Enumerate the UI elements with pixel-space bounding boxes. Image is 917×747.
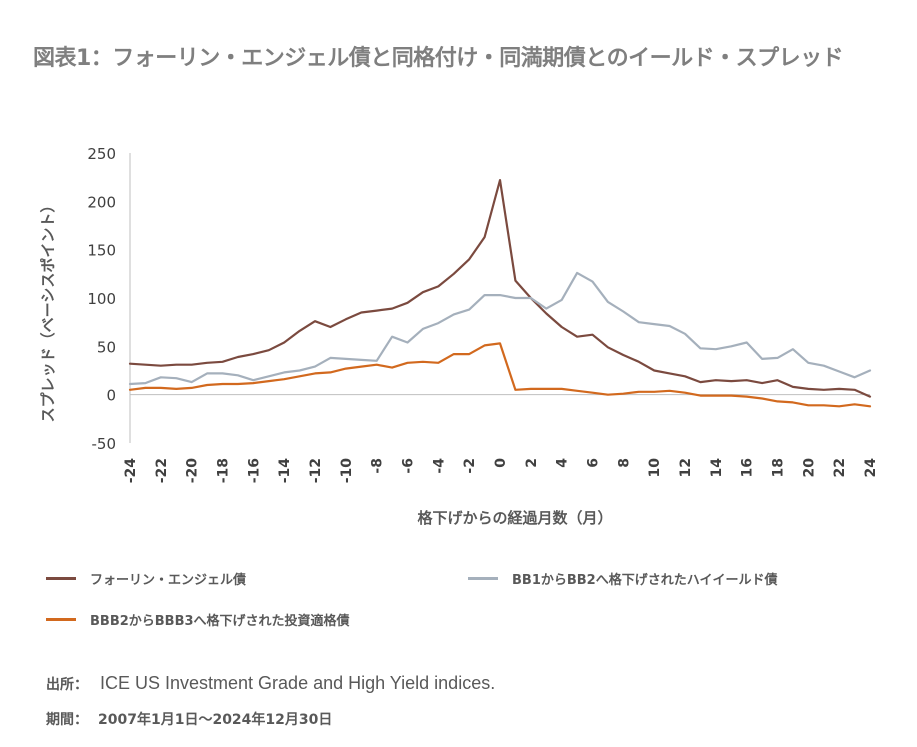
x-tick-label: -18 bbox=[216, 458, 232, 483]
series-bb-line bbox=[128, 271, 872, 386]
x-tick-label: 4 bbox=[555, 458, 571, 468]
x-tick-label: 0 bbox=[493, 458, 509, 468]
source-note: 出所： ICE US Investment Grade and High Yiel… bbox=[46, 673, 495, 694]
x-tick-label: -8 bbox=[370, 458, 386, 474]
legend-label-bbb: BBB2からBBB3へ格下げされた投資適格債 bbox=[90, 614, 350, 629]
y-tick-label: 100 bbox=[87, 290, 116, 308]
x-tick-label: 20 bbox=[801, 458, 817, 478]
source-value: ICE US Investment Grade and High Yield i… bbox=[100, 673, 496, 693]
legend-item-fallen-angel: フォーリン・エンジェル債 bbox=[46, 569, 246, 588]
legend-label-bb: BB1からBB2へ格下げされたハイイールド債 bbox=[512, 573, 778, 588]
x-tick-label: 12 bbox=[678, 458, 694, 477]
period-value: 2007年1月1日〜2024年12月30日 bbox=[98, 712, 333, 728]
x-tick-label: 16 bbox=[740, 458, 756, 477]
y-axis-title: スプレッド（ベーシスポイント） bbox=[39, 198, 57, 423]
period-note: 期間： 2007年1月1日〜2024年12月30日 bbox=[46, 709, 332, 729]
chart-title: 図表1：フォーリン・エンジェル債と同格付け・同満期債とのイールド・スプレッド bbox=[33, 46, 844, 71]
x-tick-label: -22 bbox=[154, 458, 170, 483]
y-tick-label: 50 bbox=[97, 338, 116, 356]
x-tick-label: 22 bbox=[832, 458, 848, 477]
x-axis-title: 格下げからの経過月数（月） bbox=[417, 509, 612, 527]
x-tick-label: -6 bbox=[401, 458, 417, 474]
y-tick-label: 200 bbox=[87, 193, 116, 211]
period-label: 期間： bbox=[46, 712, 88, 728]
x-tick-label: -10 bbox=[339, 458, 355, 484]
x-tick-label: 10 bbox=[647, 458, 663, 478]
x-tick-label: 8 bbox=[616, 458, 632, 468]
x-tick-label: 6 bbox=[586, 458, 602, 468]
x-tick-label: -20 bbox=[185, 458, 201, 484]
x-tick-label: 14 bbox=[709, 458, 725, 478]
x-tick-label: -16 bbox=[246, 458, 262, 483]
x-tick-label: -14 bbox=[277, 458, 293, 484]
legend-item-bbb: BBB2からBBB3へ格下げされた投資適格債 bbox=[46, 610, 350, 629]
source-label: 出所： bbox=[46, 677, 88, 693]
legend-item-bb: BB1からBB2へ格下げされたハイイールド債 bbox=[468, 569, 777, 588]
x-tick-label: 24 bbox=[863, 458, 879, 478]
y-tick-label: 150 bbox=[87, 242, 116, 260]
y-tick-label: 0 bbox=[106, 387, 116, 405]
x-tick-label: 18 bbox=[771, 458, 787, 477]
y-tick-label: 250 bbox=[87, 145, 116, 163]
series-fallen-angel-line bbox=[128, 179, 872, 398]
y-tick-label: -50 bbox=[92, 435, 117, 453]
x-tick-label: 2 bbox=[524, 458, 540, 468]
legend-swatch-bb bbox=[468, 577, 498, 580]
legend-swatch-bbb bbox=[46, 618, 76, 621]
series-bbb-line bbox=[128, 342, 872, 408]
x-tick-label: -4 bbox=[431, 458, 447, 474]
legend-label-fallen-angel: フォーリン・エンジェル債 bbox=[90, 573, 247, 588]
x-tick-label: -24 bbox=[123, 458, 139, 484]
x-tick-label: -12 bbox=[308, 458, 324, 483]
legend-swatch-fallen-angel bbox=[46, 577, 76, 580]
x-tick-label: -2 bbox=[462, 458, 478, 474]
